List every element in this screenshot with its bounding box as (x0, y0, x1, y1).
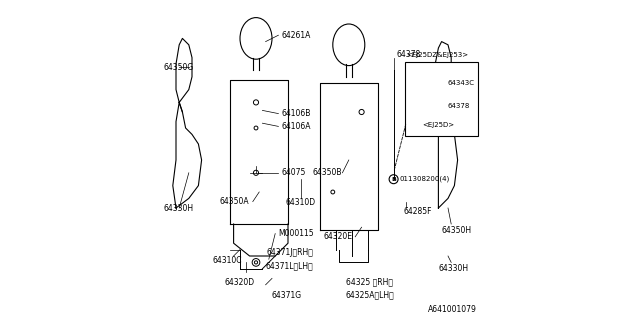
Text: 64320D: 64320D (225, 278, 255, 287)
Text: 64261A: 64261A (282, 31, 311, 40)
Text: 64330H: 64330H (438, 264, 468, 273)
Text: 64378: 64378 (397, 50, 421, 59)
Text: 64320E: 64320E (323, 232, 352, 241)
Text: 64106A: 64106A (282, 122, 311, 131)
Text: 64350A: 64350A (220, 197, 250, 206)
Text: 64310C: 64310C (212, 256, 242, 265)
Text: 64075: 64075 (282, 168, 306, 177)
Text: 64350H: 64350H (442, 226, 472, 235)
Text: 64343C: 64343C (448, 80, 475, 86)
Text: 011308200(4): 011308200(4) (400, 176, 451, 182)
Text: 64330H: 64330H (163, 204, 193, 212)
Text: 64371J〈RH〉: 64371J〈RH〉 (267, 248, 314, 257)
Text: <EJ25D>: <EJ25D> (422, 122, 454, 128)
Text: 64325A〈LH〉: 64325A〈LH〉 (346, 290, 394, 299)
Text: 64350B: 64350B (313, 168, 342, 177)
Text: A641001079: A641001079 (428, 305, 477, 314)
Text: 64310D: 64310D (285, 198, 316, 207)
Text: 64371L〈LH〉: 64371L〈LH〉 (266, 261, 314, 270)
Text: 64378: 64378 (448, 103, 470, 108)
Text: M000115: M000115 (278, 229, 314, 238)
Text: 64371G: 64371G (272, 291, 302, 300)
Text: 64325 〈RH〉: 64325 〈RH〉 (346, 277, 392, 286)
Text: 64106B: 64106B (282, 109, 311, 118)
Text: <EJ25DZ&EJ253>: <EJ25DZ&EJ253> (406, 52, 468, 58)
Text: B: B (391, 177, 396, 182)
Text: 64350G: 64350G (163, 63, 193, 72)
FancyBboxPatch shape (405, 62, 479, 136)
Text: 64285F: 64285F (403, 207, 432, 216)
